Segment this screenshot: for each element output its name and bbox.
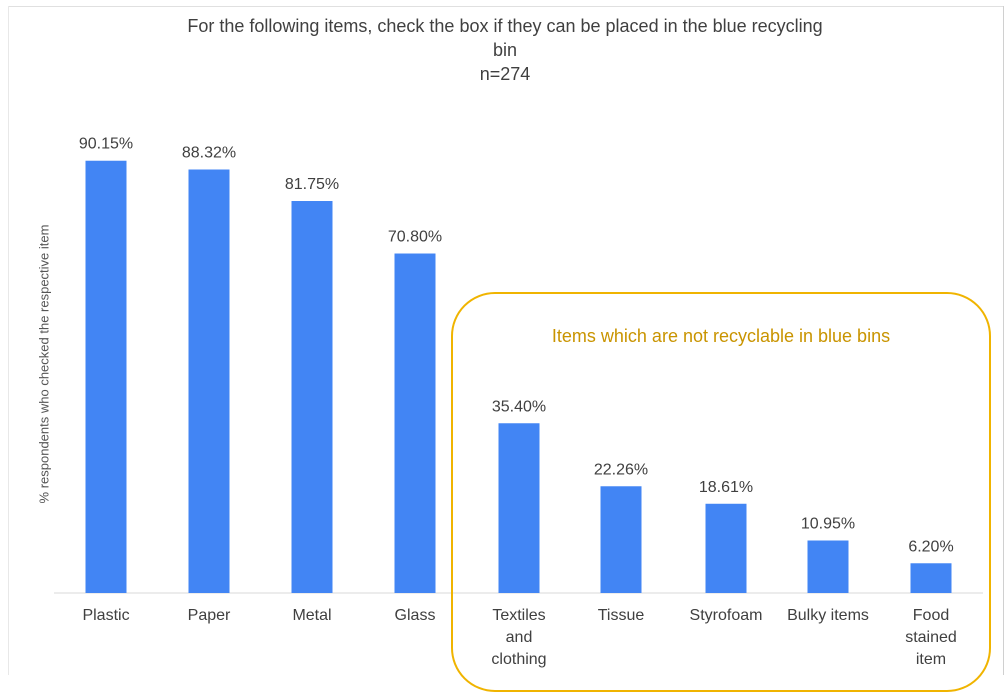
bar-plastic: [85, 160, 127, 593]
category-label: and: [506, 629, 533, 646]
frame-border-left: [8, 6, 9, 675]
data-label: 88.32%: [182, 145, 236, 162]
category-label: Styrofoam: [690, 607, 763, 624]
category-label: Glass: [395, 607, 436, 624]
category-label: Plastic: [82, 607, 129, 624]
data-label: 35.40%: [492, 398, 546, 415]
bar-metal: [291, 201, 333, 594]
data-label: 70.80%: [388, 229, 442, 246]
category-label: clothing: [491, 651, 546, 668]
bar-chart-plot: 90.15% Plastic 88.32% Paper 81.75% Metal 70.80…: [54, 136, 983, 668]
category-label: Tissue: [598, 607, 645, 624]
bar-bulky-items: [807, 540, 849, 593]
category-label: item: [916, 651, 946, 668]
category-label: Textiles: [492, 607, 545, 624]
bar-paper: [188, 169, 230, 593]
bar-tissue: [600, 486, 642, 593]
data-label: 6.20%: [908, 538, 953, 555]
bar-food-stained-item: [910, 563, 952, 593]
not-recyclable-callout-box: [451, 292, 991, 692]
chart-title-line-3: n=274: [479, 64, 531, 84]
chart-title-line-1: For the following items, check the box i…: [187, 16, 823, 36]
category-label: stained: [905, 629, 957, 646]
data-label: 22.26%: [594, 461, 648, 478]
category-label: Bulky items: [787, 607, 869, 624]
chart-title: For the following items, check the box i…: [120, 14, 890, 86]
bar-textiles-and-clothing: [498, 423, 540, 593]
data-label: 81.75%: [285, 176, 339, 193]
chart-frame: For the following items, check the box i…: [8, 6, 1004, 692]
frame-border-top: [8, 6, 1004, 7]
not-recyclable-callout-text: Items which are not recyclable in blue b…: [551, 326, 891, 346]
category-label: Metal: [292, 607, 331, 624]
category-label: Food: [913, 607, 949, 624]
frame-border-right: [1003, 6, 1004, 675]
data-label: 18.61%: [699, 479, 753, 496]
data-label: 90.15%: [79, 136, 133, 153]
bar-glass: [394, 253, 436, 593]
chart-title-line-2: bin: [492, 40, 518, 60]
bar-styrofoam: [705, 503, 747, 593]
data-label: 10.95%: [801, 515, 855, 532]
category-label: Paper: [188, 607, 231, 624]
